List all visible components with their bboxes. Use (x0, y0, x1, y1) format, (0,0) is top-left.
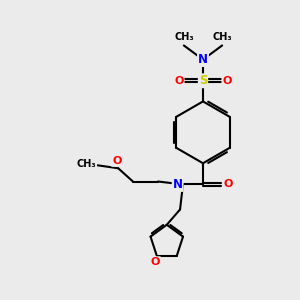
Text: CH₃: CH₃ (174, 32, 194, 42)
Text: O: O (151, 257, 160, 267)
Text: CH₃: CH₃ (76, 159, 96, 169)
Text: O: O (223, 179, 232, 190)
Text: S: S (199, 74, 207, 87)
Text: N: N (198, 53, 208, 66)
Text: O: O (174, 76, 184, 86)
Text: CH₃: CH₃ (212, 32, 232, 42)
Text: N: N (173, 178, 183, 191)
Text: O: O (223, 76, 232, 86)
Text: O: O (112, 156, 122, 166)
